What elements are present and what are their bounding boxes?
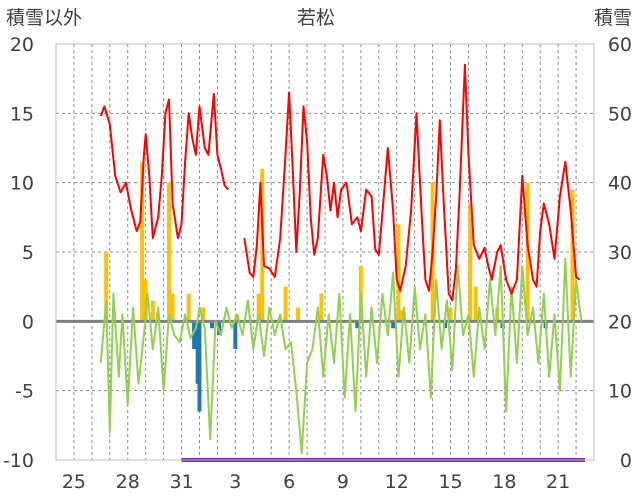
right-tick-label: 10 <box>608 381 632 403</box>
right-tick-label: 0 <box>620 450 632 472</box>
blue-bar <box>197 321 202 412</box>
orange-bar <box>473 286 478 322</box>
orange-bar <box>186 293 191 322</box>
orange-bar <box>296 307 301 322</box>
left-tick-label: -10 <box>3 450 34 472</box>
orange-bar <box>283 286 288 322</box>
left-tick-label: 0 <box>22 311 34 333</box>
x-tick-label: 3 <box>229 471 241 493</box>
right-axis-title: 積雪 <box>594 7 632 29</box>
x-tick-label: 18 <box>492 471 516 493</box>
left-tick-label: 10 <box>10 173 34 195</box>
chart-title: 若松 <box>297 7 335 29</box>
right-tick-label: 50 <box>608 103 632 125</box>
right-tick-label: 60 <box>608 34 632 56</box>
orange-bar <box>525 182 530 322</box>
x-tick-label: 28 <box>116 471 140 493</box>
red-series-line <box>99 63 581 302</box>
orange-bar <box>570 189 575 322</box>
orange-bar <box>448 307 453 322</box>
orange-bar <box>167 182 171 322</box>
x-tick-label: 25 <box>62 471 86 493</box>
right-tick-label: 40 <box>608 173 632 195</box>
orange-bar <box>104 252 109 322</box>
orange-bar <box>396 224 401 322</box>
blue-bar <box>355 321 360 329</box>
orange-bar <box>256 293 261 322</box>
blue-bar <box>233 321 238 350</box>
blue-bar <box>192 321 197 350</box>
plot-frame <box>55 43 595 461</box>
orange-bar <box>140 161 145 322</box>
x-tick-label: 9 <box>337 471 349 493</box>
blue-bar <box>391 321 396 329</box>
x-tick-label: 15 <box>438 471 462 493</box>
left-tick-label: 20 <box>10 34 34 56</box>
left-tick-label: 5 <box>22 242 34 264</box>
left-ticks: 20 15 10 5 0 -5 -10 <box>3 34 34 472</box>
x-tick-label: 6 <box>283 471 295 493</box>
orange-bar <box>150 300 155 322</box>
x-tick-label: 12 <box>385 471 409 493</box>
x-tick-label: 31 <box>169 471 193 493</box>
orange-bar <box>400 310 405 322</box>
right-ticks: 60 50 40 30 20 10 0 <box>608 34 632 472</box>
orange-bar <box>170 293 175 322</box>
x-ticks: 25 28 31 3 6 9 12 15 18 21 <box>62 471 570 493</box>
right-tick-label: 30 <box>608 242 632 264</box>
left-tick-label: 15 <box>10 103 34 125</box>
blue-bar <box>210 321 214 329</box>
left-tick-label: -5 <box>15 381 34 403</box>
orange-bar <box>319 293 324 322</box>
orange-bar <box>201 307 206 322</box>
green-series-line <box>99 257 583 455</box>
x-tick-label: 21 <box>546 471 570 493</box>
left-axis-title: 積雪以外 <box>6 7 82 29</box>
orange-bar <box>468 203 473 322</box>
right-tick-label: 20 <box>608 311 632 333</box>
orange-bar <box>143 279 148 322</box>
